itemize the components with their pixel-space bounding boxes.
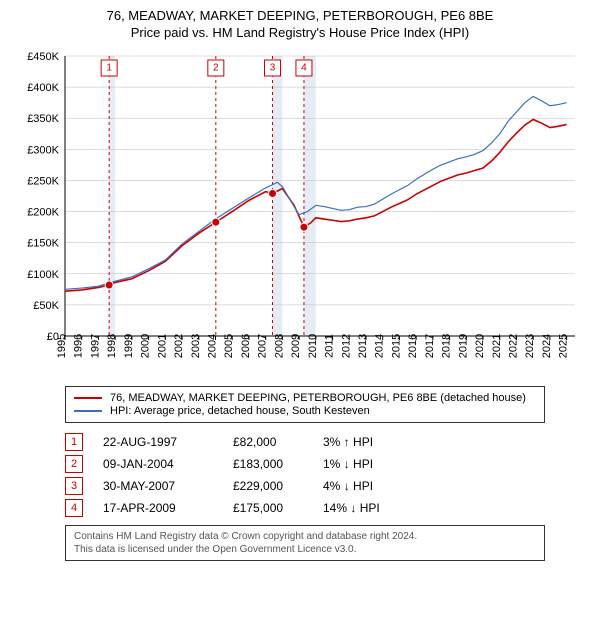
sale-delta: 3% ↑ HPI (323, 435, 443, 449)
sale-row: 4 17-APR-2009 £175,000 14% ↓ HPI (65, 499, 590, 517)
svg-text:2003: 2003 (190, 334, 202, 358)
sale-marker-icon: 1 (65, 433, 83, 451)
legend-item: HPI: Average price, detached house, Sout… (74, 405, 536, 417)
legend: 76, MEADWAY, MARKET DEEPING, PETERBOROUG… (65, 386, 545, 423)
svg-text:4: 4 (301, 63, 307, 74)
sale-date: 30-MAY-2007 (103, 479, 233, 493)
sale-delta: 1% ↓ HPI (323, 457, 443, 471)
svg-text:2012: 2012 (340, 334, 352, 358)
legend-label: HPI: Average price, detached house, Sout… (110, 405, 370, 417)
svg-text:2010: 2010 (307, 334, 319, 358)
svg-text:2022: 2022 (507, 334, 519, 358)
svg-text:2020: 2020 (474, 334, 486, 358)
svg-text:2021: 2021 (491, 334, 503, 358)
svg-text:2015: 2015 (390, 334, 402, 358)
legend-label: 76, MEADWAY, MARKET DEEPING, PETERBOROUG… (110, 392, 526, 404)
svg-text:£200K: £200K (27, 207, 59, 219)
legend-item: 76, MEADWAY, MARKET DEEPING, PETERBOROUG… (74, 392, 536, 404)
sale-row: 2 09-JAN-2004 £183,000 1% ↓ HPI (65, 455, 590, 473)
svg-text:£400K: £400K (27, 82, 59, 94)
arrow-down-icon: ↓ (344, 479, 350, 493)
svg-text:1: 1 (106, 63, 112, 74)
sale-price: £229,000 (233, 479, 323, 493)
title-line2: Price paid vs. HM Land Registry's House … (10, 25, 590, 40)
footnote-line: Contains HM Land Registry data © Crown c… (74, 530, 536, 543)
svg-text:2008: 2008 (273, 334, 285, 358)
sale-date: 17-APR-2009 (103, 501, 233, 515)
svg-text:2016: 2016 (407, 334, 419, 358)
svg-text:£100K: £100K (27, 269, 59, 281)
svg-text:£300K: £300K (27, 144, 59, 156)
sales-table: 1 22-AUG-1997 £82,000 3% ↑ HPI 2 09-JAN-… (65, 433, 590, 517)
svg-text:£350K: £350K (27, 113, 59, 125)
svg-text:2025: 2025 (558, 334, 570, 358)
sale-delta: 14% ↓ HPI (323, 501, 443, 515)
svg-text:£50K: £50K (33, 300, 59, 312)
sale-date: 22-AUG-1997 (103, 435, 233, 449)
svg-text:1995: 1995 (56, 334, 68, 358)
sale-price: £175,000 (233, 501, 323, 515)
svg-text:2024: 2024 (541, 334, 553, 358)
sale-marker-icon: 4 (65, 499, 83, 517)
chart: £0£50K£100K£150K£200K£250K£300K£350K£400… (10, 46, 590, 376)
svg-text:2: 2 (213, 63, 219, 74)
svg-text:2007: 2007 (257, 334, 269, 358)
svg-text:2018: 2018 (441, 334, 453, 358)
sale-date: 09-JAN-2004 (103, 457, 233, 471)
svg-text:3: 3 (270, 63, 276, 74)
svg-text:2023: 2023 (524, 334, 536, 358)
svg-text:1996: 1996 (73, 334, 85, 358)
svg-text:2000: 2000 (140, 334, 152, 358)
footnote: Contains HM Land Registry data © Crown c… (65, 525, 545, 561)
svg-text:2006: 2006 (240, 334, 252, 358)
sale-price: £183,000 (233, 457, 323, 471)
sale-price: £82,000 (233, 435, 323, 449)
svg-text:2009: 2009 (290, 334, 302, 358)
svg-text:2019: 2019 (457, 334, 469, 358)
svg-text:2014: 2014 (374, 334, 386, 358)
svg-text:2017: 2017 (424, 334, 436, 358)
svg-text:£450K: £450K (27, 51, 59, 63)
sale-row: 1 22-AUG-1997 £82,000 3% ↑ HPI (65, 433, 590, 451)
svg-text:1999: 1999 (123, 334, 135, 358)
sale-delta: 4% ↓ HPI (323, 479, 443, 493)
svg-text:2011: 2011 (324, 334, 336, 358)
svg-text:£250K: £250K (27, 175, 59, 187)
svg-text:2004: 2004 (206, 334, 218, 358)
arrow-down-icon: ↓ (344, 457, 350, 471)
svg-text:2005: 2005 (223, 334, 235, 358)
title-line1: 76, MEADWAY, MARKET DEEPING, PETERBOROUG… (10, 8, 590, 23)
arrow-up-icon: ↑ (344, 435, 350, 449)
legend-swatch (74, 410, 102, 412)
sale-marker-icon: 3 (65, 477, 83, 495)
footnote-line: This data is licensed under the Open Gov… (74, 543, 536, 556)
arrow-down-icon: ↓ (350, 501, 356, 515)
svg-text:2013: 2013 (357, 334, 369, 358)
svg-text:2001: 2001 (156, 334, 168, 358)
legend-swatch (74, 397, 102, 399)
sale-row: 3 30-MAY-2007 £229,000 4% ↓ HPI (65, 477, 590, 495)
svg-text:£150K: £150K (27, 238, 59, 250)
sale-marker-icon: 2 (65, 455, 83, 473)
svg-text:1998: 1998 (106, 334, 118, 358)
svg-text:1997: 1997 (89, 334, 101, 358)
svg-text:2002: 2002 (173, 334, 185, 358)
